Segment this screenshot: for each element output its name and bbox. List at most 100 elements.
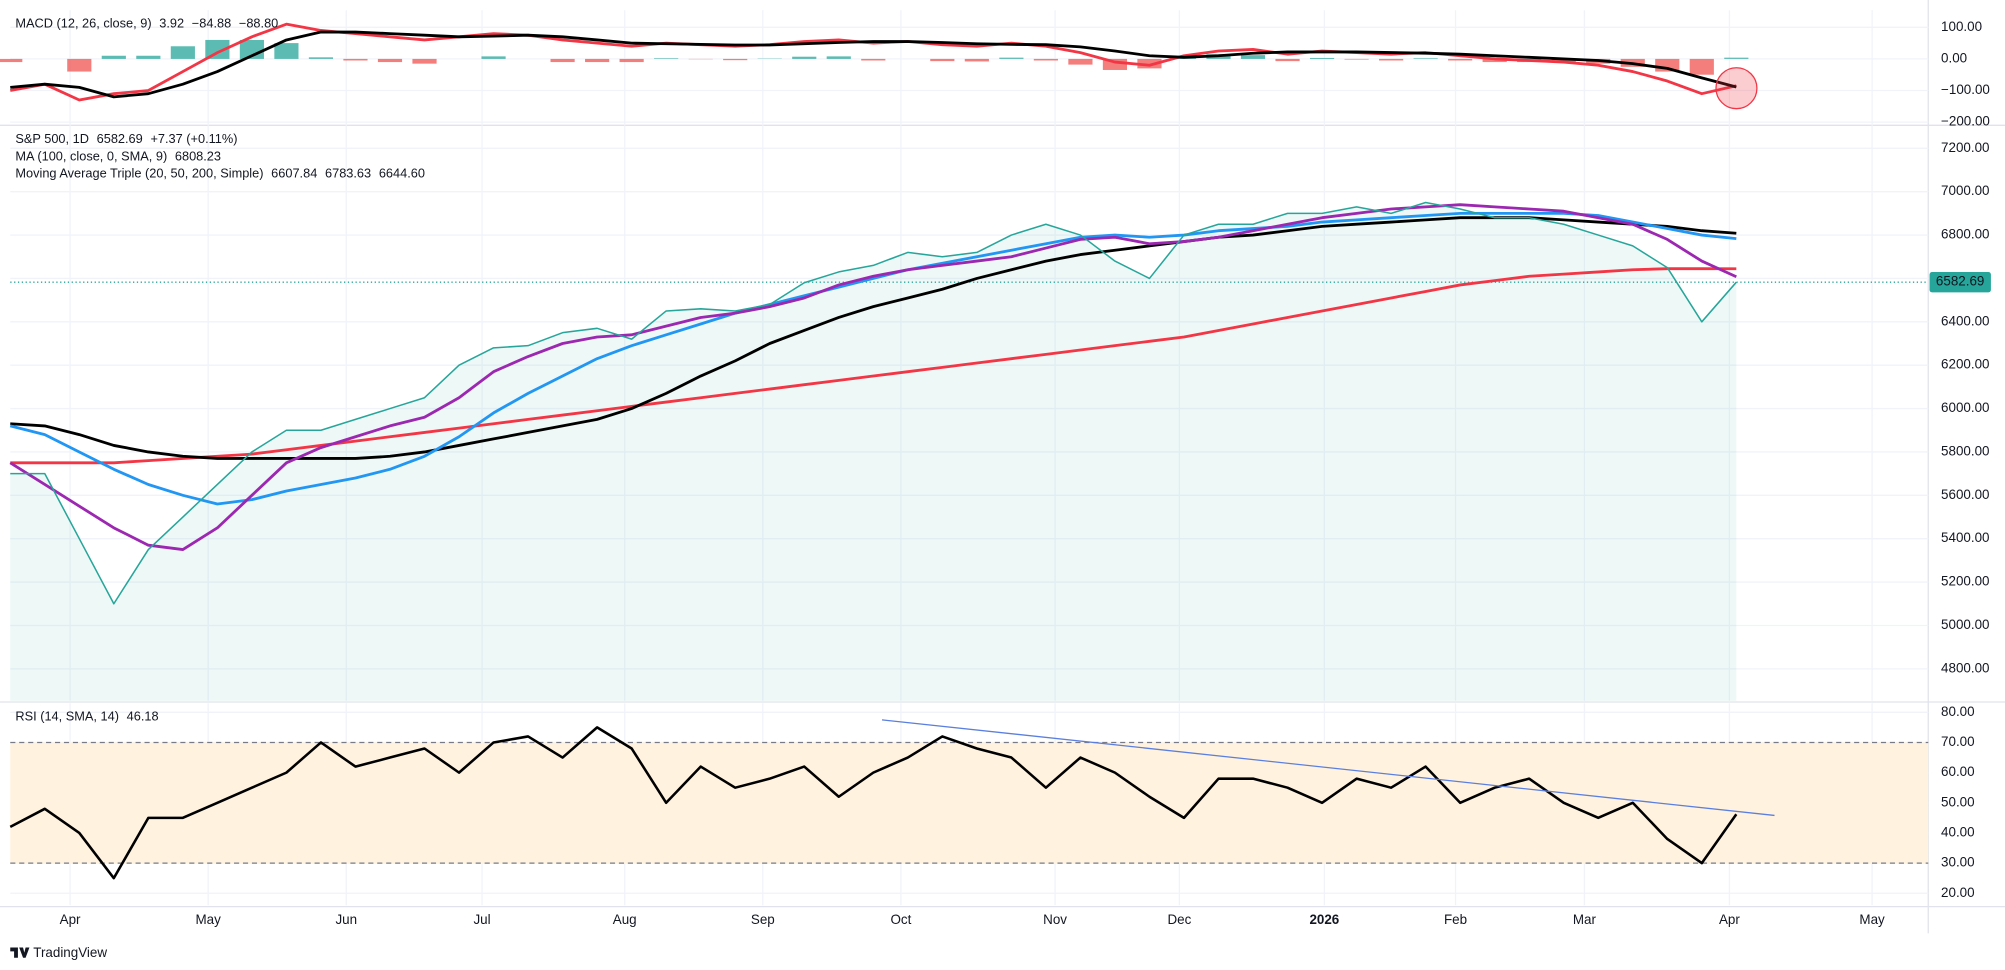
y-tick-label: 50.00 [1941, 794, 1975, 809]
histogram-bar [1724, 57, 1749, 59]
rsi-band [10, 742, 1929, 864]
y-tick-label: 6200.00 [1941, 357, 1989, 372]
y-tick-label: 5200.00 [1941, 574, 1989, 589]
histogram-bar [826, 56, 851, 59]
histogram-bar [550, 58, 575, 63]
y-tick-label: 0.00 [1941, 50, 1967, 65]
y-tick-label: 70.00 [1941, 734, 1975, 749]
legend-value: +7.37 (+0.11%) [150, 131, 237, 146]
y-tick-label: 6400.00 [1941, 313, 1989, 328]
logo[interactable]: TradingView [10, 945, 107, 960]
histogram-bar [1275, 58, 1300, 62]
y-tick-label: 20.00 [1941, 885, 1975, 900]
x-tick-label: Sep [751, 912, 775, 927]
histogram-bar [1102, 58, 1128, 70]
y-tick-label: 5400.00 [1941, 530, 1989, 545]
series-line [10, 267, 1737, 465]
x-tick-label: Apr [60, 912, 81, 927]
x-tick-label: Aug [613, 912, 637, 927]
last-price-label: 6582.69 [1936, 274, 1984, 289]
legend-value: 46.18 [127, 709, 159, 724]
legend-value: 6783.63 [325, 165, 371, 180]
histogram-bar [136, 55, 161, 59]
histogram-bar [792, 56, 817, 59]
histogram-bar [1379, 58, 1404, 61]
histogram-bar [1689, 58, 1714, 75]
x-tick-label: Apr [1719, 912, 1740, 927]
legend-value: 3.92 [159, 16, 184, 31]
histogram-bar [1033, 58, 1058, 61]
legend-value: −84.88 [192, 16, 231, 31]
histogram-bar [481, 56, 506, 59]
legend-value: 6808.23 [175, 149, 221, 164]
y-tick-label: 4800.00 [1941, 660, 1989, 675]
x-tick-label: Nov [1043, 912, 1067, 927]
histogram-bar [1068, 58, 1093, 65]
series-line [9, 726, 1738, 880]
legend-value: −88.80 [239, 16, 278, 31]
x-tick-label: May [196, 912, 222, 927]
y-tick-label: −100.00 [1941, 82, 1990, 97]
series-line [10, 201, 1737, 605]
x-tick-label: Jul [473, 912, 490, 927]
legend-value: 6582.69 [97, 131, 143, 146]
price-area [10, 202, 1737, 701]
x-tick-label: Feb [1444, 912, 1467, 927]
last-price-tag [1929, 271, 1991, 293]
legend-title: RSI (14, SMA, 14) [15, 709, 119, 724]
y-tick-label: 5000.00 [1941, 617, 1989, 632]
histogram-bar [585, 58, 610, 63]
histogram-bar [619, 58, 644, 63]
histogram-bar [274, 43, 299, 59]
histogram-bar [861, 58, 886, 61]
histogram-bar [343, 58, 368, 61]
histogram-bar [1482, 58, 1507, 63]
x-tick-label: Dec [1167, 912, 1191, 927]
histogram-bar [1413, 58, 1438, 59]
logo-mark [10, 947, 30, 958]
histogram-bar [964, 58, 989, 62]
y-tick-label: 5800.00 [1941, 443, 1989, 458]
histogram-bar [101, 55, 126, 59]
footer-text: TradingView [33, 945, 107, 960]
histogram-bar [999, 57, 1024, 59]
histogram-bar [0, 58, 23, 63]
x-tick-label: 2026 [1309, 912, 1339, 927]
legend-value: 6607.84 [271, 165, 317, 180]
y-tick-label: 7000.00 [1941, 183, 1989, 198]
y-tick-label: 80.00 [1941, 704, 1975, 719]
legend-title: MACD (12, 26, close, 9) [15, 16, 151, 31]
x-tick-label: Jun [335, 912, 357, 927]
histogram-bar [308, 57, 334, 59]
y-tick-label: 6000.00 [1941, 400, 1989, 415]
histogram-bar [412, 58, 437, 64]
x-tick-label: May [1859, 912, 1885, 927]
histogram-bar [1344, 58, 1369, 60]
histogram-bar [170, 46, 195, 59]
y-tick-label: 40.00 [1941, 824, 1975, 839]
legend-title: MA (100, close, 0, SMA, 9) [15, 149, 167, 164]
histogram-bar [1240, 55, 1266, 59]
histogram-bar [1448, 58, 1473, 61]
y-tick-label: 6800.00 [1941, 227, 1989, 242]
x-tick-label: Oct [890, 912, 911, 927]
series-line [10, 30, 1737, 99]
y-tick-label: 60.00 [1941, 764, 1975, 779]
histogram-bar [205, 39, 230, 59]
trend-line [881, 719, 1775, 817]
legend-value: 6644.60 [379, 165, 425, 180]
legend-title: S&P 500, 1D [15, 131, 89, 146]
histogram-bar [654, 58, 679, 59]
y-tick-label: 5600.00 [1941, 487, 1989, 502]
series-line [9, 211, 1737, 506]
series-line [9, 203, 1737, 551]
histogram-bar [377, 58, 403, 63]
plot: Apr May Jun Jul Aug Sep Oct Nov Dec 2026 Feb Mar Apr… [0, 10, 1991, 927]
histogram-bar [1309, 57, 1335, 59]
x-tick-label: Mar [1573, 912, 1597, 927]
y-tick-label: −200.00 [1941, 114, 1990, 129]
y-tick-label: 100.00 [1941, 19, 1982, 34]
y-tick-label: 30.00 [1941, 855, 1975, 870]
histogram-bar [1551, 58, 1576, 63]
